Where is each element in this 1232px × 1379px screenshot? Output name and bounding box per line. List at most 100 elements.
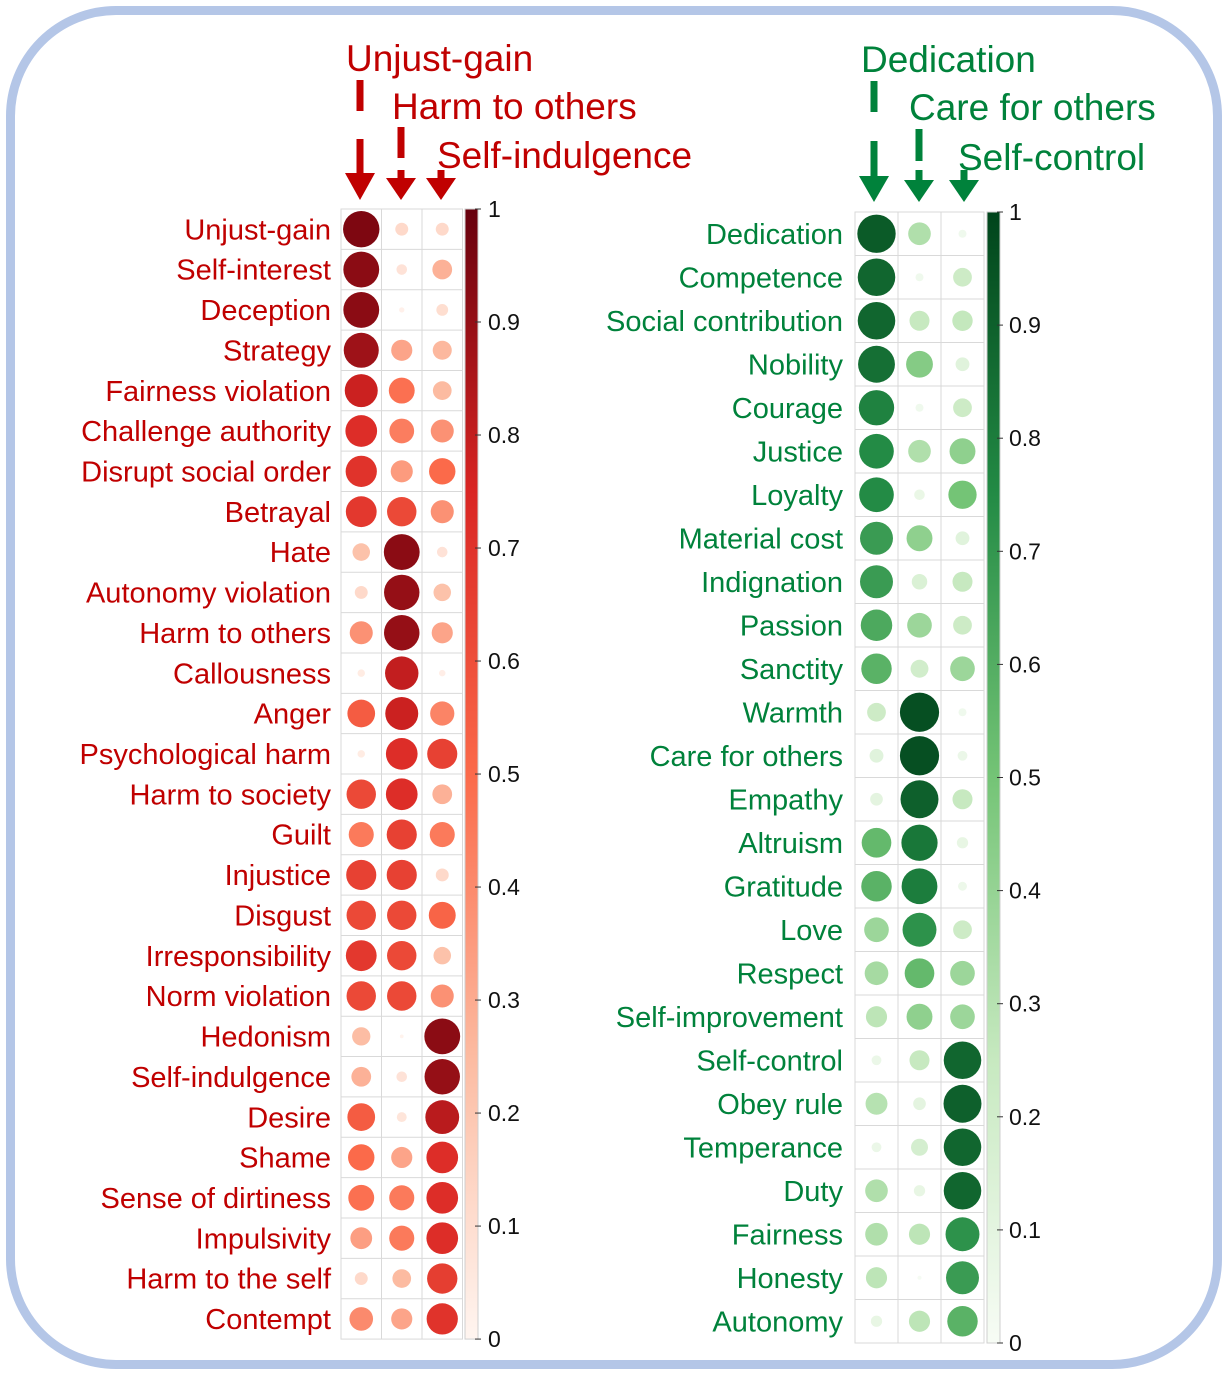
green-cell-circle <box>909 1050 930 1071</box>
red-cell-circle <box>430 419 454 443</box>
green-cell-circle <box>948 480 977 509</box>
red-cell-circle <box>349 1307 374 1331</box>
red-row-label: Self-interest <box>176 255 331 287</box>
green-row-label: Competence <box>679 262 843 294</box>
green-row-label: Material cost <box>679 523 843 555</box>
red-cell-circle <box>426 1303 458 1335</box>
red-cell-circle <box>349 621 373 645</box>
green-cell-circle <box>952 789 973 810</box>
green-cell-circle <box>953 267 972 287</box>
green-cell-circle <box>950 656 975 682</box>
red-column-title-1: Unjust-gain <box>346 38 533 79</box>
red-row-label: Guilt <box>271 820 331 852</box>
red-cell-circle <box>432 340 452 360</box>
red-cell-circle <box>346 859 377 891</box>
green-panel: Dedication Care for others Self-control Ded… <box>606 39 1156 1356</box>
red-cell-circle <box>391 1308 413 1330</box>
red-column-connector-1 <box>356 80 364 111</box>
green-colorbar-tick-label: 0 <box>1009 1330 1022 1356</box>
green-cell-circle <box>908 439 931 463</box>
red-cell-circle <box>427 738 458 769</box>
red-cell-circle <box>384 615 420 651</box>
green-row-label: Temperance <box>683 1132 843 1164</box>
green-row-label: Dedication <box>706 219 843 251</box>
green-cell-circle <box>861 653 892 684</box>
red-cell-circle <box>432 381 452 400</box>
green-row-label: Social contribution <box>606 306 843 338</box>
green-cell-circle <box>917 1275 922 1280</box>
red-cell-circle <box>347 1103 376 1131</box>
green-column-title-1: Dedication <box>861 39 1036 80</box>
red-row-label: Impulsivity <box>196 1223 332 1255</box>
red-colorbar-tick-label: 0.5 <box>488 761 520 787</box>
green-cell-circle <box>904 958 935 989</box>
red-cell-circle <box>386 859 417 891</box>
green-cell-circle <box>915 273 924 282</box>
green-cell-circle <box>947 1306 978 1337</box>
red-colorbar-tick-label: 0.4 <box>488 874 520 900</box>
red-row-label: Injustice <box>225 860 331 892</box>
red-cell-circle <box>430 500 454 524</box>
red-cell-circle <box>385 738 418 770</box>
red-cell-circle <box>395 222 409 236</box>
green-column-title-3: Self-control <box>958 137 1145 178</box>
green-row-label: Empathy <box>729 784 844 816</box>
green-colorbar-tick-label: 0.5 <box>1009 765 1041 791</box>
red-arrow-shaft-2 <box>397 170 405 179</box>
red-row-label: Irresponsibility <box>146 941 332 973</box>
green-cell-circle <box>950 1004 975 1030</box>
red-arrow-head-3 <box>426 178 456 200</box>
green-colorbar-tick-label: 0.8 <box>1009 425 1041 451</box>
red-cell-circle <box>396 264 408 275</box>
red-cell-circle <box>346 981 376 1011</box>
green-cell-circle <box>865 1267 888 1289</box>
green-cell-circle <box>907 612 932 638</box>
red-cell-circle <box>385 697 419 730</box>
red-row-label: Harm to others <box>139 618 331 650</box>
green-colorbar-tick-label: 0.6 <box>1009 651 1041 677</box>
green-cell-circle <box>902 912 937 947</box>
green-arrow-head-3 <box>949 180 979 202</box>
red-cell-circle <box>348 822 374 848</box>
red-row-label: Contempt <box>205 1304 331 1336</box>
red-arrow-shaft-1 <box>356 139 364 174</box>
green-cell-circle <box>860 565 893 599</box>
green-arrow-head-2 <box>904 180 934 202</box>
green-colorbar-tick-label: 0.1 <box>1009 1217 1041 1243</box>
green-cell-circle <box>906 1003 933 1030</box>
red-cell-circle <box>435 222 449 236</box>
green-cell-circle <box>865 1179 888 1203</box>
green-cell-circle <box>908 1223 931 1245</box>
red-cell-circle <box>427 1263 458 1294</box>
red-row-label: Challenge authority <box>81 416 331 448</box>
red-row-label: Unjust-gain <box>184 214 331 246</box>
red-cell-circle <box>343 291 380 328</box>
red-cell-circle <box>436 546 448 558</box>
green-cell-circle <box>943 1128 982 1167</box>
green-column-connector-1 <box>870 81 878 112</box>
red-colorbar-tick-label: 0.3 <box>488 987 520 1013</box>
red-cell-circle <box>348 1144 375 1171</box>
green-row-label: Nobility <box>748 349 844 381</box>
red-colorbar-tick-label: 0.6 <box>488 648 520 674</box>
red-arrow-head-1 <box>345 173 375 200</box>
red-row-label: Hate <box>270 537 331 569</box>
red-colorbar-tick-label: 0.7 <box>488 535 520 561</box>
red-cell-circle <box>424 1018 461 1055</box>
green-cell-circle <box>949 438 976 465</box>
green-cell-circle <box>906 525 933 552</box>
red-row-label: Psychological harm <box>80 739 331 771</box>
green-cell-circle <box>859 477 894 513</box>
green-cell-circle <box>865 1092 888 1115</box>
red-cell-circle <box>343 332 379 368</box>
green-cell-circle <box>900 780 939 819</box>
green-cell-circle <box>865 1222 888 1246</box>
red-cell-circle <box>351 1066 372 1087</box>
green-arrow-shaft-1 <box>870 141 878 177</box>
red-cell-circle <box>389 1225 415 1251</box>
red-cell-circle <box>347 699 376 728</box>
red-row-label: Sense of dirtiness <box>100 1183 331 1215</box>
green-cell-circle <box>899 692 940 732</box>
red-row-label: Harm to the self <box>126 1264 332 1296</box>
green-cell-circle <box>915 403 924 412</box>
